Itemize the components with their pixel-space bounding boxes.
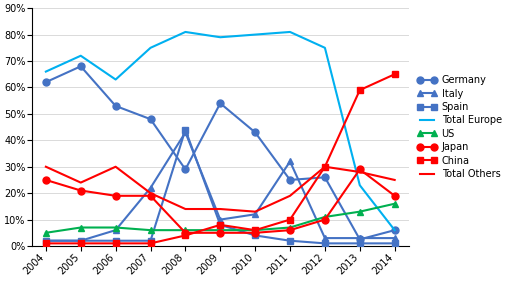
Spain [147,239,153,243]
Total Others [391,178,397,182]
Line: Total Others: Total Others [46,167,394,212]
Japan [391,194,397,198]
Italy [251,213,258,216]
US [356,210,362,213]
Germany [391,228,397,232]
Total Europe [78,54,84,57]
Germany [251,131,258,134]
US [321,215,327,219]
Total Europe [43,70,49,73]
Line: Italy: Italy [42,129,397,244]
Spain [286,239,292,243]
Total Others [286,194,292,198]
Total Europe [251,33,258,36]
Total Europe [147,46,153,49]
US [286,226,292,229]
Line: US: US [42,200,397,236]
Japan [113,194,119,198]
Japan [321,218,327,221]
China [113,242,119,245]
Italy [321,236,327,240]
Total Others [182,207,188,211]
Total Europe [113,78,119,81]
Total Others [217,207,223,211]
Spain [78,239,84,243]
Japan [356,168,362,171]
China [321,165,327,168]
Spain [182,128,188,132]
Japan [43,178,49,182]
China [251,228,258,232]
Spain [356,242,362,245]
Spain [43,239,49,243]
China [78,242,84,245]
US [43,231,49,234]
Spain [321,242,327,245]
Total Others [356,170,362,174]
Spain [391,242,397,245]
Total Others [113,165,119,168]
Italy [78,239,84,243]
Italy [182,131,188,134]
US [113,226,119,229]
Germany [286,178,292,182]
Germany [321,176,327,179]
Total Others [321,165,327,168]
Italy [217,218,223,221]
US [78,226,84,229]
Total Europe [356,183,362,187]
Total Others [78,181,84,184]
Italy [113,228,119,232]
Japan [182,231,188,234]
Line: Total Europe: Total Europe [46,32,394,230]
Japan [251,231,258,234]
Japan [286,228,292,232]
Japan [147,194,153,198]
US [391,202,397,205]
China [182,234,188,237]
Total Others [43,165,49,168]
Germany [78,65,84,68]
Line: China: China [42,71,397,247]
Italy [356,236,362,240]
Total Europe [217,36,223,39]
Total Others [147,191,153,195]
China [147,242,153,245]
China [391,72,397,76]
Germany [217,102,223,105]
Italy [43,239,49,243]
China [217,223,223,226]
Total Others [251,210,258,213]
Italy [391,236,397,240]
Total Europe [391,228,397,232]
China [43,242,49,245]
Line: Spain: Spain [42,126,397,247]
China [356,89,362,92]
Japan [217,231,223,234]
Spain [217,223,223,226]
US [182,228,188,232]
Germany [147,117,153,121]
Spain [251,234,258,237]
Italy [147,186,153,190]
US [217,228,223,232]
Germany [356,238,362,241]
Line: Germany: Germany [42,63,397,243]
US [147,228,153,232]
Italy [286,160,292,163]
Japan [78,189,84,192]
Spain [113,239,119,243]
Total Europe [321,46,327,49]
Germany [182,168,188,171]
Line: Japan: Japan [42,166,397,236]
Total Europe [286,30,292,34]
Germany [113,104,119,108]
Legend: Germany, Italy, Spain, Total Europe, US, Japan, China, Total Others: Germany, Italy, Spain, Total Europe, US,… [417,75,500,179]
US [251,228,258,232]
China [286,218,292,221]
Total Europe [182,30,188,34]
Germany [43,80,49,84]
